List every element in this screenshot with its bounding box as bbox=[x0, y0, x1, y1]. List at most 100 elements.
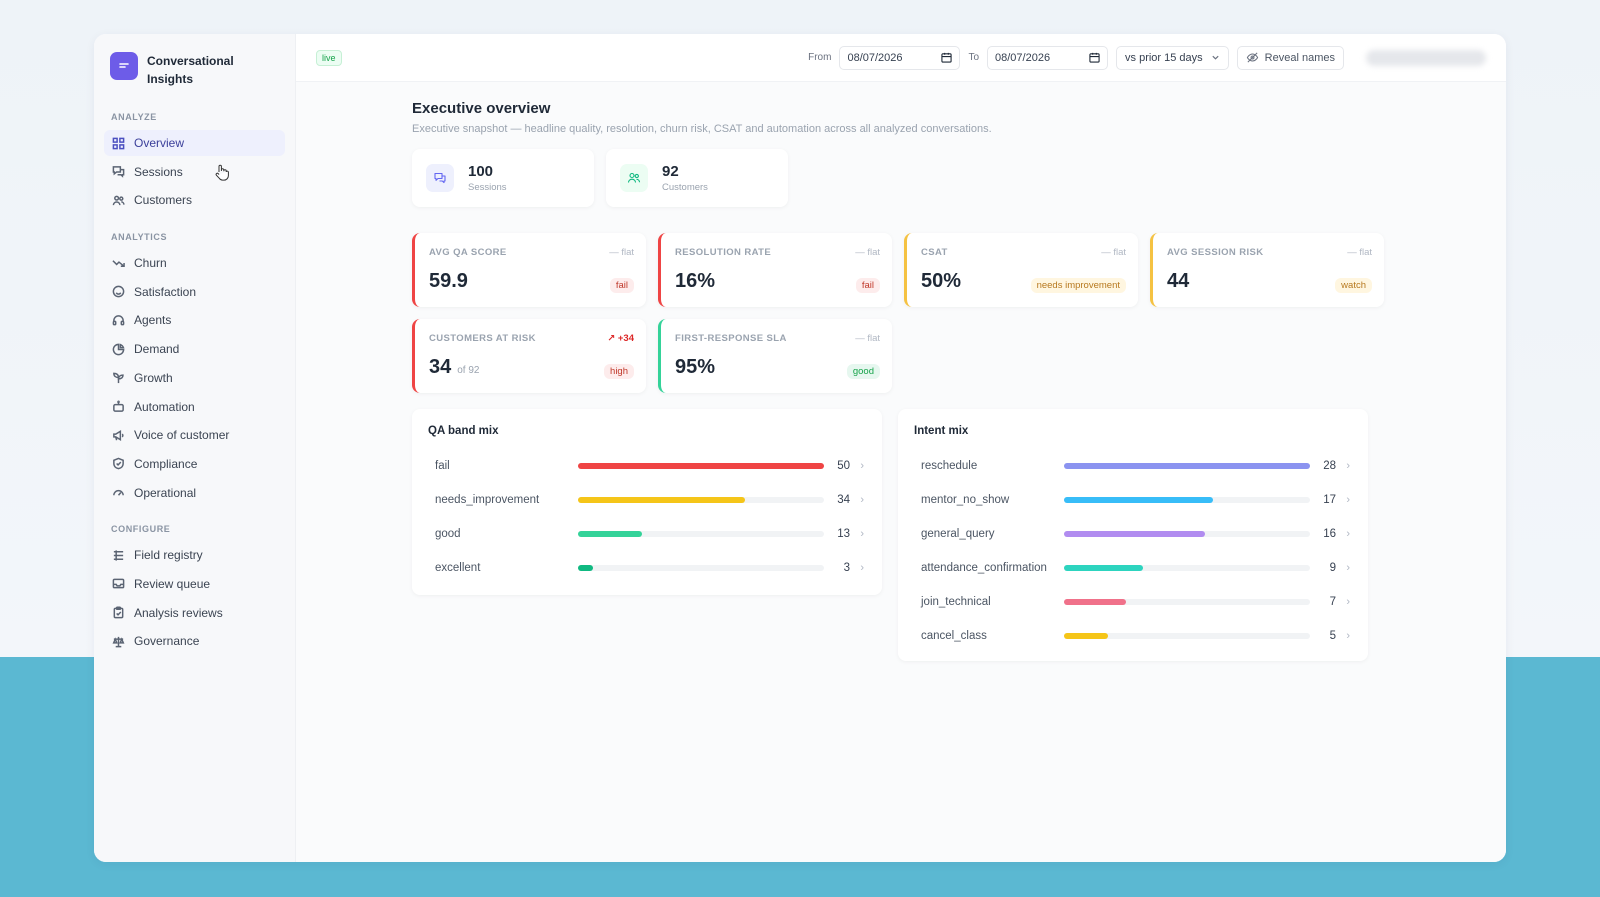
sessions-stat-value: 100 bbox=[468, 163, 494, 180]
kpi-trend: — flat bbox=[855, 333, 880, 344]
bar-label: general_query bbox=[921, 528, 995, 540]
kpi-label: CSAT bbox=[921, 247, 948, 258]
bar-row-good[interactable]: good 13 › bbox=[428, 517, 864, 551]
bar-track bbox=[1064, 565, 1310, 571]
sessions-stat-card[interactable]: 100 Sessions bbox=[412, 149, 594, 207]
scale-icon bbox=[112, 636, 125, 648]
from-label: From bbox=[808, 52, 832, 63]
app-window: Conversational Insights ANALYZE Overview S… bbox=[94, 34, 1506, 862]
shield-icon bbox=[113, 457, 124, 470]
kpi-label: AVG SESSION RISK bbox=[1167, 247, 1264, 258]
bar-fill bbox=[1064, 633, 1108, 639]
kpi-subvalue: of 92 bbox=[457, 365, 480, 376]
status-badge: fail bbox=[609, 278, 634, 293]
sidebar-item-label: Voice of customer bbox=[134, 428, 230, 443]
status-badge: high bbox=[604, 364, 634, 379]
status-badge: fail bbox=[855, 278, 880, 293]
kpi-card-csat[interactable]: CSAT — flat 50% needs improvement bbox=[904, 233, 1138, 307]
sidebar-item-agents[interactable]: Agents bbox=[104, 307, 285, 333]
sidebar-item-automation[interactable]: Automation bbox=[104, 394, 285, 420]
kpi-label: FIRST-RESPONSE SLA bbox=[675, 333, 787, 344]
kpi-card-customers-at-risk[interactable]: CUSTOMERS AT RISK ↗ +34 34 of 92 high bbox=[412, 319, 646, 393]
sidebar-item-voice-of-customer[interactable]: Voice of customer bbox=[104, 422, 285, 448]
kpi-card-avg-session-risk[interactable]: AVG SESSION RISK — flat 44 watch bbox=[1150, 233, 1384, 307]
bar-row-general-query[interactable]: general_query 16 › bbox=[914, 517, 1350, 551]
bar-row-mentor-no-show[interactable]: mentor_no_show 17 › bbox=[914, 483, 1350, 517]
sidebar-item-label: Demand bbox=[134, 342, 180, 357]
stat-row: 100 Sessions 92 Customers bbox=[412, 149, 1368, 207]
bar-fill bbox=[578, 497, 746, 503]
chevron-right-icon: › bbox=[860, 528, 864, 540]
calendar-icon[interactable] bbox=[941, 52, 953, 63]
nav-spacer bbox=[104, 216, 285, 232]
bar-row-attendance-confirmation[interactable]: attendance_confirmation 9 › bbox=[914, 551, 1350, 585]
bar-row-excellent[interactable]: excellent 3 › bbox=[428, 551, 864, 585]
reveal-names-button[interactable]: Reveal names bbox=[1236, 45, 1344, 70]
to-date-input[interactable]: 08/07/2026 bbox=[987, 45, 1109, 70]
brand-logo-icon bbox=[110, 52, 138, 80]
chat-icon bbox=[112, 166, 125, 178]
kpi-value-row: 16% bbox=[675, 270, 880, 293]
sidebar-item-churn[interactable]: Churn bbox=[104, 250, 285, 276]
hand-cursor-icon bbox=[215, 164, 229, 181]
compare-period-select[interactable]: vs prior 15 days bbox=[1116, 45, 1229, 70]
bar-row-fail[interactable]: fail 50 › bbox=[428, 449, 864, 483]
sidebar-item-field-registry[interactable]: Field registry bbox=[104, 542, 285, 568]
from-date-input[interactable]: 08/07/2026 bbox=[839, 45, 961, 70]
bar-row-join-technical[interactable]: join_technical 7 › bbox=[914, 585, 1350, 619]
kpi-card-avg-qa-score[interactable]: AVG QA SCORE — flat 59.9 fail bbox=[412, 233, 646, 307]
chat-icon bbox=[426, 164, 454, 192]
sidebar-item-analysis-reviews[interactable]: Analysis reviews bbox=[104, 600, 285, 626]
kpi-card-first-response-sla[interactable]: FIRST-RESPONSE SLA — flat 95% good bbox=[658, 319, 892, 393]
kpi-label: CUSTOMERS AT RISK bbox=[429, 333, 536, 344]
inbox-icon bbox=[112, 579, 125, 589]
smile-icon bbox=[112, 285, 125, 298]
bar-label: good bbox=[435, 528, 461, 540]
sidebar-item-label: Satisfaction bbox=[134, 284, 197, 299]
headset-icon bbox=[112, 315, 125, 326]
sidebar-item-demand[interactable]: Demand bbox=[104, 336, 285, 362]
sidebar-item-label: Governance bbox=[134, 634, 200, 649]
sidebar-item-overview[interactable]: Overview bbox=[104, 130, 285, 156]
kpi-value: 59.9 bbox=[429, 270, 468, 292]
kpi-trend: — flat bbox=[609, 247, 634, 258]
nav-section-title: ANALYZE bbox=[111, 112, 157, 122]
live-badge: live bbox=[316, 49, 342, 66]
kpi-trend: — flat bbox=[1347, 247, 1372, 258]
chevron-right-icon: › bbox=[1346, 562, 1350, 574]
list-icon bbox=[113, 550, 124, 561]
bar-track bbox=[578, 463, 824, 469]
kpi-card-resolution-rate[interactable]: RESOLUTION RATE — flat 16% fail bbox=[658, 233, 892, 307]
bar-label: needs_improvement bbox=[435, 494, 540, 506]
chevron-right-icon: › bbox=[1346, 630, 1350, 642]
sidebar-item-governance[interactable]: Governance bbox=[104, 628, 285, 654]
to-date-value: 08/07/2026 bbox=[995, 51, 1051, 64]
gauge-icon bbox=[113, 490, 124, 496]
sidebar-item-label: Operational bbox=[134, 485, 197, 500]
sidebar-item-operational[interactable]: Operational bbox=[104, 480, 285, 506]
sidebar-item-label: Compliance bbox=[134, 456, 198, 471]
customers-stat-label: Customers bbox=[662, 182, 708, 193]
bar-fill bbox=[578, 531, 642, 537]
sidebar-item-sessions[interactable]: Sessions bbox=[104, 159, 285, 185]
sidebar-item-growth[interactable]: Growth bbox=[104, 365, 285, 391]
sidebar-item-review-queue[interactable]: Review queue bbox=[104, 571, 285, 597]
sidebar-item-compliance[interactable]: Compliance bbox=[104, 451, 285, 477]
bar-row-cancel-class[interactable]: cancel_class 5 › bbox=[914, 619, 1350, 653]
qa-band-mix-list: fail 50 › needs_improvement 34 › good 13 › excell… bbox=[428, 449, 864, 585]
sprout-icon bbox=[113, 372, 124, 384]
bar-row-reschedule[interactable]: reschedule 28 › bbox=[914, 449, 1350, 483]
intent-mix-list: reschedule 28 › mentor_no_show 17 › general_qu… bbox=[914, 449, 1350, 653]
page-title: Executive overview bbox=[412, 100, 551, 117]
customers-stat-card[interactable]: 92 Customers bbox=[606, 149, 788, 207]
nav-spacer bbox=[104, 508, 285, 524]
reveal-names-label: Reveal names bbox=[1264, 51, 1335, 64]
sidebar-item-label: Analysis reviews bbox=[134, 605, 223, 620]
sidebar-item-customers[interactable]: Customers bbox=[104, 187, 285, 213]
bar-fill bbox=[578, 565, 593, 571]
kpi-value-row: 44 bbox=[1167, 270, 1372, 293]
user-menu-redacted[interactable] bbox=[1366, 49, 1486, 66]
sidebar-item-satisfaction[interactable]: Satisfaction bbox=[104, 279, 285, 305]
bar-row-needs-improvement[interactable]: needs_improvement 34 › bbox=[428, 483, 864, 517]
calendar-icon[interactable] bbox=[1089, 52, 1100, 63]
